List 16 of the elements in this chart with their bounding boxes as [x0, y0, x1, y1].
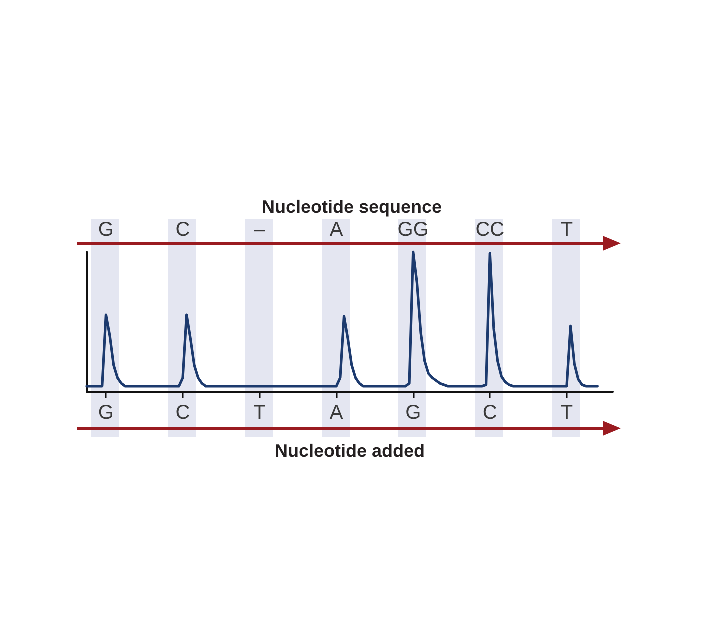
x-tick-label: C	[176, 402, 190, 424]
x-tick-label: A	[330, 402, 344, 424]
text: GG	[398, 219, 429, 241]
text: A	[330, 219, 344, 241]
text: –	[254, 219, 266, 241]
x-tick-label: G	[406, 402, 422, 424]
text: CC	[476, 219, 505, 241]
text: C	[176, 219, 190, 241]
x-tick-label: G	[98, 402, 114, 424]
chart-title: Nucleotide sequence	[262, 197, 442, 217]
x-tick-label: T	[560, 402, 574, 424]
text: T	[560, 219, 574, 241]
x-tick-label: C	[482, 402, 498, 424]
x-axis-title: Nucleotide added	[274, 441, 426, 461]
text: G	[98, 219, 114, 241]
x-tick-label: T	[254, 402, 266, 424]
